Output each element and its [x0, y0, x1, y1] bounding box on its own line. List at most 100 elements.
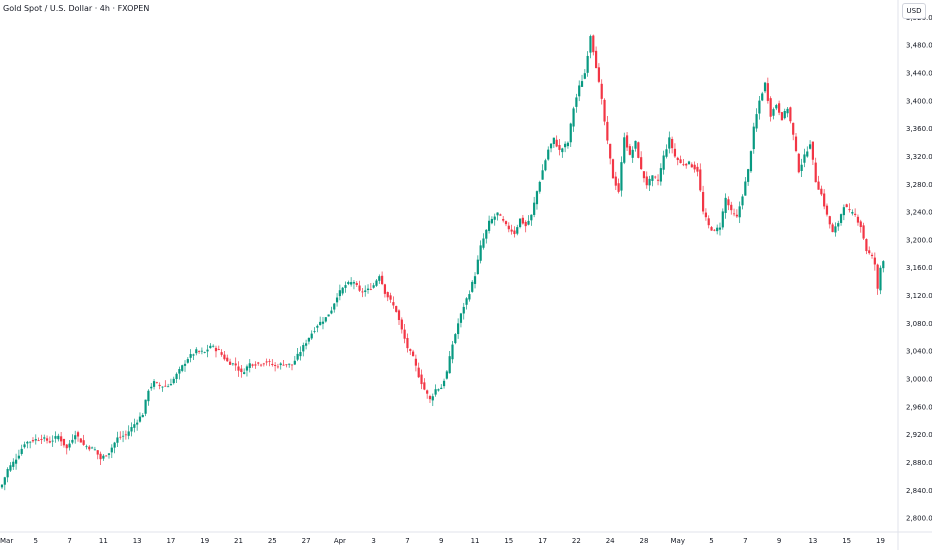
candle-up: [721, 211, 724, 228]
y-tick-label: 3,360.00: [906, 125, 932, 133]
candle-down: [504, 221, 508, 225]
candle-down: [65, 444, 68, 449]
candle-up: [338, 290, 341, 297]
candle-up: [245, 366, 249, 371]
candle-down: [870, 254, 874, 257]
candle-up: [43, 437, 46, 439]
candle-up: [775, 105, 778, 109]
x-tick-label: 9: [439, 537, 443, 545]
candle-down: [48, 441, 51, 443]
candle-up: [121, 435, 125, 437]
candle-down: [37, 440, 40, 442]
candle-down: [690, 164, 693, 168]
y-tick-label: 3,120.00: [906, 292, 932, 300]
candle-down: [727, 199, 730, 206]
candle-up: [51, 440, 54, 442]
candle-up: [29, 441, 32, 443]
candle-up: [344, 285, 347, 288]
candle-up: [366, 288, 370, 290]
candle-up: [834, 226, 837, 233]
candle-down: [513, 230, 516, 235]
candle-down: [88, 446, 91, 450]
candle-down: [671, 138, 674, 149]
candle-up: [434, 389, 437, 395]
candle-up: [459, 313, 463, 323]
x-tick-label: May: [671, 537, 685, 545]
candle-up: [752, 126, 755, 150]
candle-up: [575, 97, 578, 107]
candle-down: [597, 67, 601, 82]
x-tick-label: 13: [133, 537, 142, 545]
candle-up: [468, 294, 471, 300]
candle-up: [347, 282, 350, 285]
candle-up: [293, 360, 296, 365]
candle-down: [276, 366, 280, 368]
candle-up: [186, 359, 189, 363]
candle-down: [257, 362, 260, 364]
candle-up: [772, 109, 775, 116]
candle-up: [127, 431, 130, 436]
candle-up: [572, 108, 575, 127]
candle-up: [130, 427, 133, 432]
y-tick-label: 3,320.00: [906, 153, 932, 161]
candle-up: [589, 36, 592, 53]
candle-down: [555, 139, 558, 147]
candle-down: [361, 291, 364, 293]
candle-down: [732, 213, 736, 215]
candle-up: [803, 154, 806, 163]
candle-down: [265, 361, 268, 363]
candle-down: [825, 205, 829, 215]
y-tick-label: 3,080.00: [906, 320, 932, 328]
candle-up: [651, 175, 654, 181]
x-tick-label: 15: [504, 537, 513, 545]
candle-up: [490, 219, 494, 224]
candle-down: [383, 284, 387, 294]
candle-up: [144, 399, 147, 414]
candle-up: [169, 384, 173, 386]
candle-up: [209, 345, 212, 349]
candle-up: [335, 297, 339, 303]
candle-down: [76, 432, 80, 437]
candle-up: [3, 477, 6, 485]
candle-up: [279, 363, 282, 366]
candle-down: [31, 440, 35, 442]
candle-up: [23, 444, 26, 448]
candle-down: [369, 289, 372, 290]
candle-down: [358, 285, 361, 291]
x-tick-label: 19: [876, 537, 885, 545]
candle-up: [488, 220, 491, 231]
candle-down: [679, 159, 682, 164]
candle-down: [682, 164, 685, 166]
candle-up: [549, 143, 553, 149]
candle-up: [319, 321, 322, 326]
candle-up: [462, 306, 465, 314]
candle-up: [248, 363, 251, 368]
candle-down: [271, 363, 274, 366]
candle-down: [40, 439, 43, 441]
y-axis-labels: 2,800.00 2,840.00 2,880.00 2,920.00 2,960.00…: [906, 14, 932, 523]
candle-down: [220, 352, 223, 355]
candle-up: [54, 436, 57, 439]
currency-button[interactable]: USD: [902, 3, 926, 19]
candle-down: [223, 354, 226, 360]
x-tick-label: Apr: [334, 537, 346, 545]
candle-down: [386, 292, 389, 298]
candle-down: [831, 224, 834, 233]
candle-down: [510, 229, 513, 232]
y-tick-label: 3,200.00: [906, 236, 932, 244]
candle-up: [136, 422, 139, 425]
candle-up: [448, 356, 451, 374]
candle-up: [147, 390, 150, 402]
candle-up: [352, 282, 356, 284]
candle-up: [172, 378, 175, 384]
candle-up: [747, 169, 750, 182]
candle-up: [631, 149, 634, 158]
y-tick-label: 3,440.00: [906, 70, 932, 78]
candle-up: [580, 81, 584, 87]
candle-up: [333, 303, 336, 310]
y-tick-label: 3,160.00: [906, 264, 932, 272]
candle-down: [381, 275, 384, 285]
candle-down: [676, 157, 679, 161]
